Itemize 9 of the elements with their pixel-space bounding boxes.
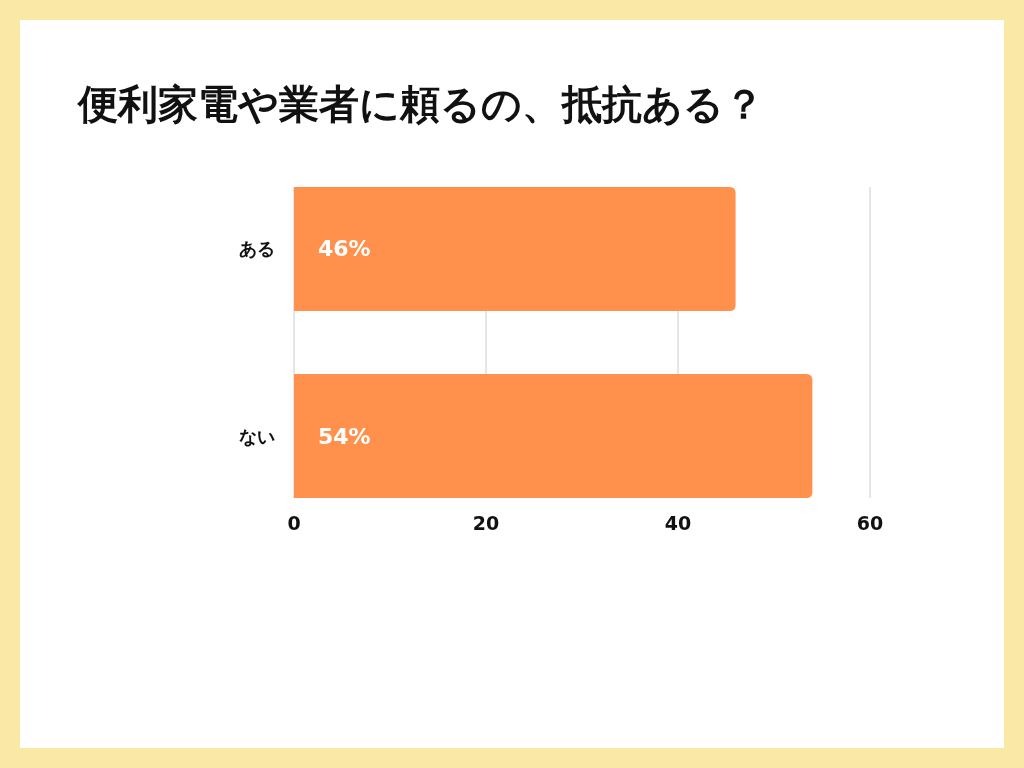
chart-title: 便利家電や業者に頼るの、抵抗ある？ bbox=[76, 81, 764, 127]
data-label: 54% bbox=[318, 423, 371, 449]
x-tick-label: 20 bbox=[472, 512, 500, 534]
y-tick-label: ない bbox=[239, 425, 275, 447]
x-tick-label: 60 bbox=[856, 512, 884, 534]
x-tick-label: 40 bbox=[664, 512, 692, 534]
y-tick-label: ある bbox=[239, 238, 275, 260]
data-label: 46% bbox=[318, 236, 371, 262]
x-tick-label: 0 bbox=[287, 512, 301, 534]
